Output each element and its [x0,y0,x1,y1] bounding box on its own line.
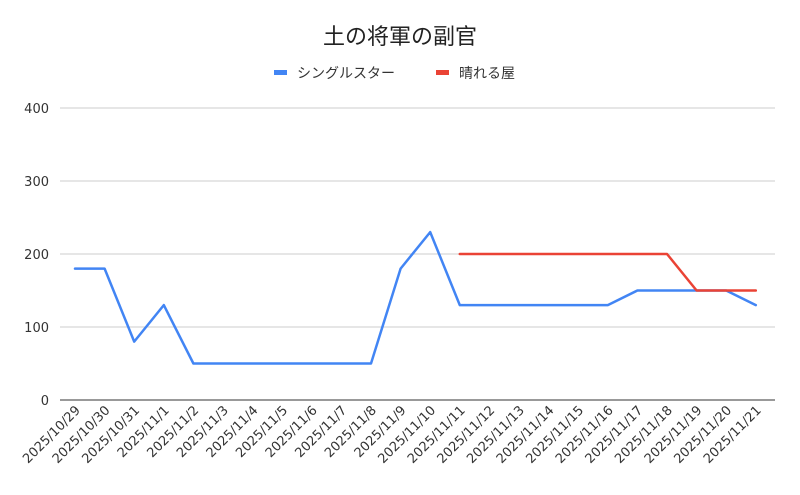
legend: シングルスター 晴れる屋 [274,66,515,82]
legend-swatch [436,70,449,75]
y-tick-label: 200 [24,248,49,263]
legend-label: シングルスター [297,66,395,82]
gridlines [60,107,775,401]
series-layer [73,230,758,365]
legend-swatch [274,70,287,75]
series-line-2 [458,252,758,292]
y-axis-ticks: 0 100 200 300 400 [24,102,49,409]
series-line-1 [73,230,758,365]
y-tick-label: 400 [24,102,49,117]
x-axis-ticks: 2025/10/292025/10/302025/10/312025/11/12… [20,403,764,467]
chart-title: 土の将軍の副官 [323,25,477,50]
y-tick-label: 0 [41,394,49,409]
y-tick-label: 300 [24,175,49,190]
y-tick-label: 100 [24,321,49,336]
legend-label: 晴れる屋 [459,66,515,82]
